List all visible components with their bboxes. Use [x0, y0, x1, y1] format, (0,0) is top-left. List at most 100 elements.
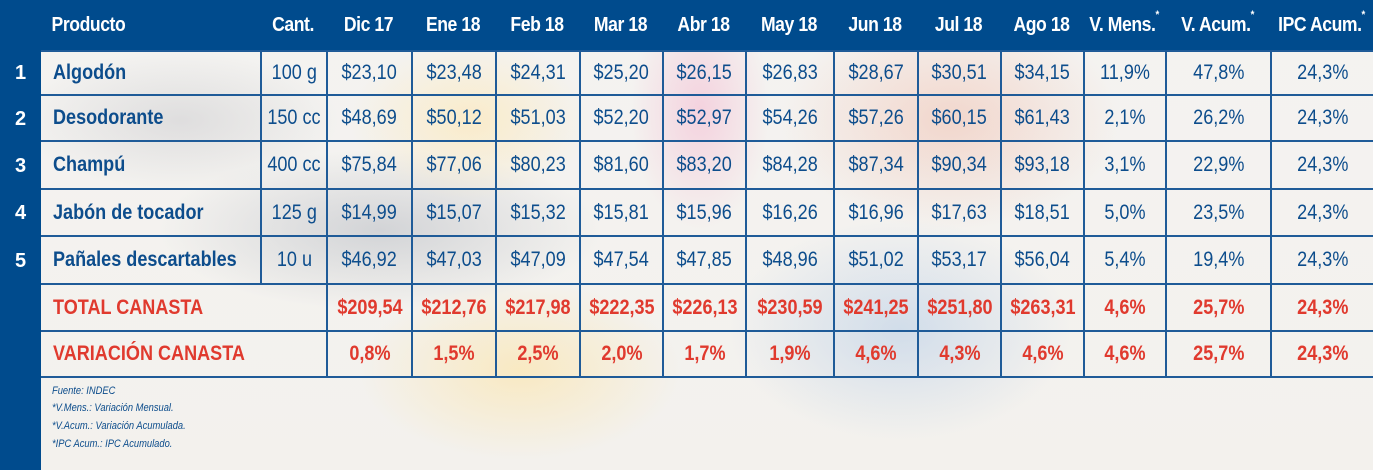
- variation-row: VARIACIÓN CANASTA 0,8% 1,5% 2,5% 2,0% 1,7% 1,9…: [41, 332, 1373, 378]
- column-header-label: V. Acum.: [1181, 14, 1251, 36]
- footnote-marker: *: [1155, 9, 1159, 21]
- value-cell: 4,6%: [1083, 285, 1165, 330]
- column-header-label: IPC Acum.: [1278, 14, 1362, 36]
- value-cell-text: $47,09: [510, 248, 566, 271]
- value-cell-text: $90,34: [931, 153, 988, 176]
- value-cell-text: $56,04: [1014, 248, 1071, 271]
- column-header: Producto: [41, 0, 234, 50]
- value-cell: $15,07: [411, 190, 495, 235]
- value-cell-text: 0,8%: [348, 342, 391, 365]
- value-cell-text: $26,15: [676, 61, 733, 84]
- value-cell-text: $222,35: [588, 295, 655, 319]
- column-header-label: Ago 18: [1013, 14, 1070, 36]
- value-cell-text: $57,26: [848, 106, 904, 129]
- value-cell: $34,15: [1000, 52, 1083, 94]
- value-cell: $25,20: [579, 52, 662, 94]
- value-cell-text: $28,67: [848, 61, 904, 84]
- value-cell-text: $30,51: [931, 61, 988, 84]
- value-cell-text: $75,84: [341, 153, 398, 176]
- value-cell-text: 24,3%: [1296, 106, 1349, 129]
- row-number: 1: [14, 62, 27, 84]
- value-cell: $47,85: [662, 237, 745, 283]
- value-cell: $30,51: [917, 52, 1000, 94]
- value-cell-text: $61,43: [1014, 106, 1071, 129]
- row-number: 2: [14, 108, 27, 130]
- value-cell: $24,31: [495, 52, 579, 94]
- value-cell-text: $53,17: [931, 248, 988, 271]
- value-cell-text: $18,51: [1014, 200, 1071, 224]
- quantity-cell-text: 100 g: [271, 61, 317, 84]
- value-cell-text: $15,81: [593, 200, 650, 224]
- value-cell: $61,43: [1000, 96, 1083, 140]
- value-cell-text: 2,0%: [600, 342, 643, 365]
- value-cell-text: 47,8%: [1192, 61, 1245, 84]
- value-cell: 24,3%: [1270, 190, 1373, 235]
- value-cell-text: 25,7%: [1192, 295, 1245, 319]
- value-cell-text: $51,02: [848, 248, 904, 271]
- value-cell: $251,80: [917, 285, 1000, 330]
- value-cell: $93,18: [1000, 142, 1083, 188]
- value-cell: $15,32: [495, 190, 579, 235]
- value-cell-text: 24,3%: [1296, 342, 1349, 365]
- value-cell: 47,8%: [1165, 52, 1270, 94]
- value-cell-text: $60,15: [931, 106, 988, 129]
- column-header-label: Dic 17: [343, 14, 394, 36]
- value-cell: $52,97: [662, 96, 745, 140]
- value-cell: $16,96: [833, 190, 917, 235]
- value-cell-text: $24,31: [510, 61, 566, 84]
- value-cell: $50,12: [411, 96, 495, 140]
- column-header: Cant.: [264, 0, 322, 50]
- column-header: May 18: [750, 0, 827, 50]
- value-cell-text: 1,7%: [683, 342, 726, 365]
- value-cell: $52,20: [579, 96, 662, 140]
- value-cell: 2,1%: [1083, 96, 1165, 140]
- value-cell: $77,06: [411, 142, 495, 188]
- value-cell: 1,7%: [662, 332, 745, 376]
- value-cell: 2,0%: [579, 332, 662, 376]
- value-cell: $209,54: [326, 285, 411, 330]
- value-cell-text: 11,9%: [1100, 61, 1150, 84]
- table-row: Pañales descartables 10 u $46,92 $47,03 $47,…: [41, 237, 1373, 285]
- quantity-cell: 125 g: [260, 190, 326, 235]
- quantity-cell-text: 150 cc: [267, 106, 321, 129]
- table-header: Producto Cant. Dic 17 Ene 18 Feb 18 Mar 18 Abr…: [0, 0, 1373, 50]
- value-cell-text: $50,12: [426, 106, 482, 129]
- value-cell-text: $17,63: [931, 200, 988, 224]
- value-cell-text: $48,96: [762, 248, 818, 271]
- value-cell-text: $16,26: [762, 200, 818, 224]
- footnote: *V.Mens.: Variación Mensual.: [52, 402, 174, 414]
- value-cell: $90,34: [917, 142, 1000, 188]
- column-header: Ago 18: [1005, 0, 1078, 50]
- column-header-label: Abr 18: [677, 14, 730, 36]
- value-cell: 19,4%: [1165, 237, 1270, 283]
- value-cell: $87,34: [833, 142, 917, 188]
- value-cell: 2,5%: [495, 332, 579, 376]
- summary-label-cell-text: TOTAL CANASTA: [53, 295, 204, 319]
- value-cell-text: $14,99: [341, 200, 398, 224]
- column-header-label: Producto: [51, 14, 126, 36]
- product-name-cell: Jabón de tocador: [41, 190, 260, 235]
- value-cell-text: $34,15: [1014, 61, 1071, 84]
- quantity-cell: 400 cc: [260, 142, 326, 188]
- value-cell: $212,76: [411, 285, 495, 330]
- column-header: Abr 18: [667, 0, 740, 50]
- value-cell: $48,69: [326, 96, 411, 140]
- price-table: Algodón 100 g $23,10 $23,48 $24,31 $25,20 $26,…: [41, 50, 1373, 378]
- column-header-label: Mar 18: [593, 14, 648, 36]
- value-cell-text: 4,6%: [1021, 342, 1064, 365]
- value-cell: 4,6%: [833, 332, 917, 376]
- column-header-label: Ene 18: [425, 14, 481, 36]
- value-cell-text: $241,25: [843, 295, 909, 319]
- value-cell-text: $25,20: [593, 61, 650, 84]
- value-cell-text: 5,4%: [1104, 248, 1146, 271]
- footnote-marker: *: [1250, 9, 1255, 21]
- column-header: V. Acum.*: [1171, 0, 1263, 50]
- value-cell: 5,0%: [1083, 190, 1165, 235]
- value-cell: $47,09: [495, 237, 579, 283]
- value-cell-text: $23,10: [341, 61, 398, 84]
- value-cell: 4,6%: [1083, 332, 1165, 376]
- product-name-cell: Desodorante: [41, 96, 260, 140]
- product-name-cell: Pañales descartables: [41, 237, 260, 283]
- total-row: TOTAL CANASTA $209,54 $212,76 $217,98 $222,3…: [41, 285, 1373, 332]
- value-cell: $241,25: [833, 285, 917, 330]
